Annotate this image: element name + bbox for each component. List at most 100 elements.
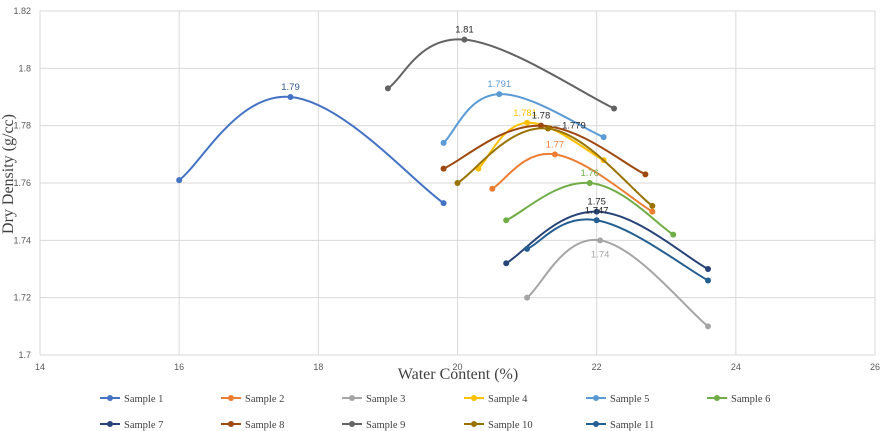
legend-label-sample-6: Sample 6 [731, 394, 770, 405]
data-point-sample-2-1 [551, 151, 558, 158]
data-label-sample-9: 1.81 [455, 25, 474, 36]
x-tick-label-2: 18 [313, 362, 323, 372]
legend-label-sample-10: Sample 10 [488, 420, 533, 431]
series-sample-10 [454, 125, 656, 209]
legend-item-sample-9: Sample 9 [342, 420, 405, 431]
data-point-sample-4-1 [524, 119, 531, 126]
data-point-sample-3-2 [705, 323, 711, 330]
legend-item-sample-4: Sample 4 [464, 394, 528, 405]
data-labels: 1.79 1.77 1.74 1.781 1.791 1.76 1.75 1.78 1.81 1.… [281, 25, 609, 261]
data-point-sample-1-1 [287, 94, 294, 100]
series-sample-11 [524, 217, 711, 284]
legend-swatch-marker-sample-3 [349, 395, 355, 401]
data-point-sample-8-2 [642, 171, 649, 178]
data-point-sample-9-1 [461, 36, 468, 43]
legend-item-sample-11: Sample 11 [586, 420, 654, 431]
data-point-sample-11-1 [593, 217, 600, 224]
series-sample-3 [524, 237, 711, 330]
x-axis-ticks: 14 16 18 20 22 24 26 [35, 362, 880, 372]
legend-label-sample-5: Sample 5 [610, 394, 649, 405]
series-sample-2 [489, 151, 656, 215]
series-line-sample-8 [443, 124, 646, 176]
data-point-sample-2-0 [489, 185, 496, 192]
legend-label-sample-11: Sample 11 [610, 420, 654, 431]
x-axis-title: Water Content (%) [398, 366, 518, 383]
data-point-sample-3-1 [597, 237, 604, 244]
x-tick-label-0: 14 [35, 362, 45, 372]
series-line-sample-11 [526, 218, 709, 282]
data-point-sample-5-0 [440, 139, 447, 146]
x-tick-label-6: 26 [870, 362, 880, 372]
series-sample-8 [440, 122, 649, 178]
legend: Sample 1 Sample 2 Sample 3 Sample 4 Sample 5… [100, 394, 770, 431]
legend-swatch-marker-sample-6 [714, 395, 720, 401]
y-tick-label-4: 1.78 [13, 121, 31, 131]
data-point-sample-5-2 [600, 134, 607, 141]
data-point-sample-10-1 [544, 125, 551, 132]
legend-swatch-marker-sample-1 [107, 395, 113, 401]
legend-swatch-marker-sample-7 [107, 421, 113, 427]
data-point-sample-2-2 [649, 208, 656, 215]
series-sample-5 [440, 91, 607, 146]
data-point-sample-11-0 [524, 245, 531, 252]
data-label-sample-2: 1.77 [546, 139, 565, 150]
y-tick-label-1: 1.72 [13, 293, 31, 303]
data-point-sample-9-2 [611, 105, 618, 112]
y-axis-ticks: 1.7 1.72 1.74 1.76 1.78 1.8 1.82 [13, 6, 31, 360]
data-point-sample-6-1 [586, 180, 593, 186]
data-label-sample-1: 1.79 [281, 82, 300, 93]
y-tick-label-2: 1.74 [13, 235, 31, 245]
legend-item-sample-1: Sample 1 [100, 394, 163, 405]
data-point-sample-7-1 [593, 208, 600, 215]
data-label-sample-6: 1.76 [580, 168, 599, 179]
legend-swatch-marker-sample-9 [349, 421, 355, 427]
legend-label-sample-7: Sample 7 [124, 420, 163, 431]
legend-item-sample-10: Sample 10 [464, 420, 533, 431]
data-point-sample-1-2 [440, 200, 447, 207]
legend-item-sample-5: Sample 5 [586, 394, 649, 405]
gridlines [39, 10, 876, 356]
legend-swatch-marker-sample-4 [471, 395, 477, 401]
data-point-sample-6-0 [503, 217, 510, 224]
y-axis-title: Dry Density (g/cc) [0, 114, 17, 234]
series-sample-1 [176, 94, 447, 207]
series-group [176, 36, 711, 330]
legend-swatch-marker-sample-8 [228, 421, 234, 427]
data-label-leader-sample-10 [551, 125, 561, 128]
legend-item-sample-8: Sample 8 [221, 420, 284, 431]
data-point-sample-1-0 [176, 177, 183, 184]
series-line-sample-9 [387, 38, 615, 110]
legend-label-sample-4: Sample 4 [488, 394, 528, 405]
data-point-sample-6-2 [670, 231, 677, 238]
y-tick-label-5: 1.8 [18, 63, 31, 73]
data-point-sample-7-0 [503, 260, 510, 267]
x-tick-label-5: 24 [731, 362, 741, 372]
legend-swatch-marker-sample-10 [471, 421, 477, 427]
legend-label-sample-3: Sample 3 [366, 394, 405, 405]
legend-label-sample-1: Sample 1 [124, 394, 163, 405]
data-point-sample-10-0 [454, 180, 461, 186]
legend-item-sample-6: Sample 6 [707, 394, 770, 405]
data-point-sample-3-0 [524, 294, 531, 301]
series-line-sample-3 [526, 239, 709, 328]
data-point-sample-8-0 [440, 165, 447, 172]
x-tick-label-4: 22 [592, 362, 602, 372]
legend-swatch-marker-sample-5 [593, 395, 599, 401]
legend-item-sample-2: Sample 2 [221, 394, 284, 405]
data-label-sample-3: 1.74 [591, 249, 610, 260]
data-label-sample-11: 1.747 [585, 205, 609, 216]
data-point-sample-7-2 [705, 266, 711, 272]
series-sample-6 [503, 180, 677, 238]
data-point-sample-11-2 [705, 277, 711, 284]
legend-label-sample-9: Sample 9 [366, 420, 405, 431]
y-tick-label-0: 1.7 [18, 350, 31, 360]
legend-item-sample-3: Sample 3 [342, 394, 405, 405]
x-tick-label-1: 16 [174, 362, 184, 372]
data-label-sample-7: 1.75 [587, 197, 606, 208]
series-line-sample-1 [178, 95, 445, 204]
legend-swatch-marker-sample-2 [228, 395, 234, 401]
data-label-sample-8: 1.78 [532, 111, 551, 122]
data-label-sample-4: 1.781 [513, 108, 537, 119]
data-point-sample-10-2 [649, 202, 656, 209]
data-point-sample-5-1 [496, 91, 503, 98]
